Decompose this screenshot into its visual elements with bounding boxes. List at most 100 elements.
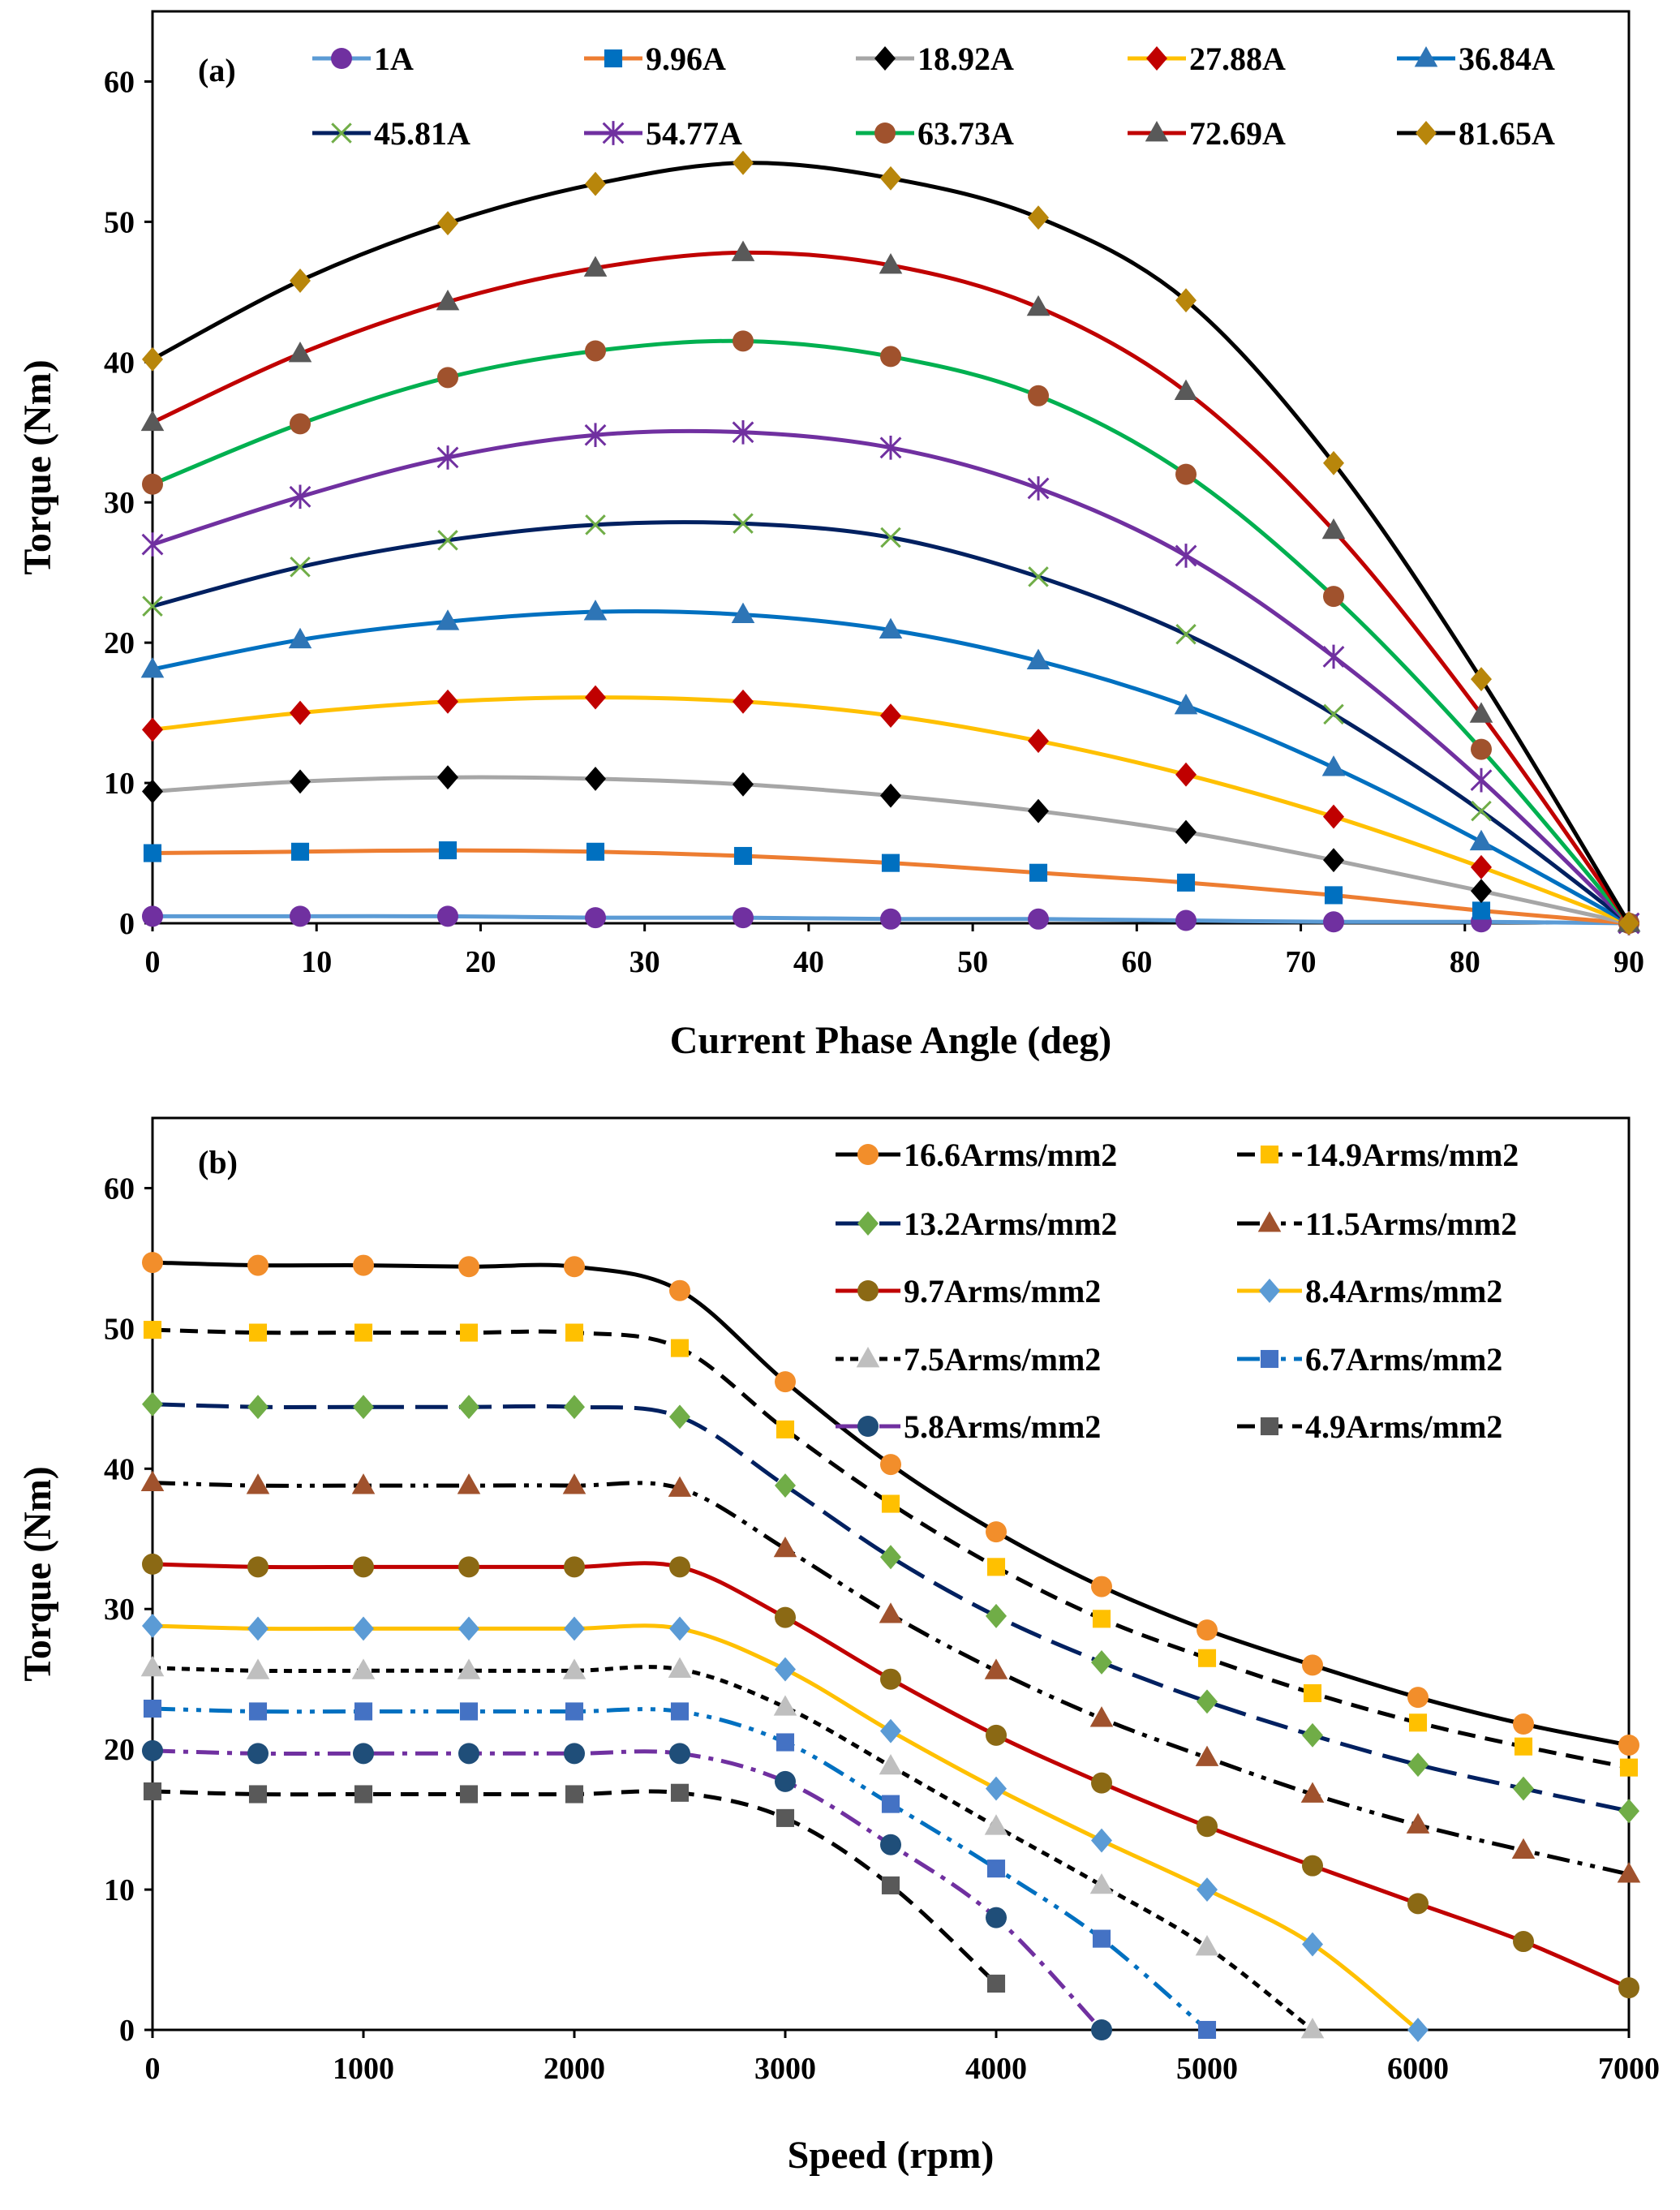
b-data-point (1513, 1776, 1534, 1801)
a-data-point (142, 779, 163, 804)
b-data-point (986, 1907, 1007, 1928)
b-data-point (458, 1556, 479, 1578)
b-y-tick-label: 30 (104, 1593, 135, 1627)
b-legend-marker (857, 1416, 879, 1437)
b-data-point (773, 1695, 797, 1716)
b-data-point (775, 1770, 796, 1792)
b-series-line (152, 1402, 1630, 1813)
b-data-point (669, 1743, 690, 1765)
a-legend-marker (604, 49, 623, 68)
b-series-line (152, 1748, 1103, 2032)
b-data-point (1513, 1713, 1534, 1735)
a-data-point (1618, 911, 1639, 935)
b-data-point (247, 1616, 269, 1641)
b-legend-label: 11.5Arms/mm2 (1305, 1206, 1517, 1242)
b-data-point (1197, 2020, 1217, 2040)
a-data-point (290, 905, 311, 927)
b-data-point (1091, 1649, 1112, 1675)
a-data-point (290, 842, 310, 861)
b-data-point (1091, 1772, 1112, 1794)
a-data-point (288, 341, 312, 363)
a-data-point (1469, 829, 1493, 851)
a-data-point (1028, 798, 1049, 823)
b-data-point (143, 1782, 162, 1801)
b-data-point (248, 1702, 268, 1721)
a-data-point (1471, 667, 1492, 692)
a-series-line (152, 428, 1631, 925)
b-series-8 (143, 1699, 1217, 2040)
b-legend-item: 4.9Arms/mm2 (1237, 1408, 1502, 1445)
a-data-point (1028, 908, 1049, 930)
a-series-group (140, 150, 1641, 935)
a-y-tick-label: 40 (104, 346, 135, 380)
b-y-axis-title: Torque (Nm) (16, 1466, 59, 1681)
b-data-point (669, 1616, 690, 1641)
b-data-point (1089, 1872, 1114, 1894)
b-series-7 (140, 1655, 1325, 2039)
b-data-point (1618, 1734, 1639, 1756)
a-x-tick-label: 50 (957, 945, 988, 979)
a-legend-label: 1A (374, 41, 414, 77)
a-y-tick-label: 0 (119, 907, 135, 941)
a-y-tick-label: 60 (104, 65, 135, 99)
b-data-point (142, 1614, 163, 1638)
b-x-tick-label: 1000 (333, 2052, 394, 2086)
b-data-point (881, 1876, 900, 1894)
a-data-point (733, 772, 754, 797)
a-y-ticks: 0 10 20 30 40 50 60 (104, 65, 153, 941)
b-legend-marker (857, 1211, 879, 1236)
b-x-tick-label: 0 (145, 2052, 161, 2086)
a-legend-item: 1A (312, 41, 414, 77)
a-data-point (585, 514, 606, 535)
b-legend-label: 9.7Arms/mm2 (904, 1273, 1101, 1309)
a-data-point (733, 513, 754, 534)
a-data-point (1175, 544, 1197, 568)
a-legend-item: 63.73A (856, 115, 1014, 152)
b-legend-item: 6.7Arms/mm2 (1237, 1341, 1502, 1378)
b-data-point (775, 1473, 796, 1498)
a-data-point (880, 703, 901, 729)
b-data-point (1407, 1893, 1429, 1915)
a-y-tick-label: 20 (104, 626, 135, 660)
a-x-tick-label: 40 (793, 945, 824, 979)
b-data-point (880, 1545, 901, 1570)
a-legend-marker (874, 46, 896, 71)
b-x-tick-label: 5000 (1176, 2052, 1238, 2086)
b-data-point (1618, 1977, 1639, 1999)
b-data-point (670, 1783, 690, 1802)
a-data-point (1175, 909, 1197, 931)
a-data-point (1323, 450, 1344, 475)
a-data-point (143, 844, 162, 862)
b-data-point (1303, 1683, 1322, 1703)
a-legend-marker (1414, 46, 1438, 67)
a-x-tick-label: 10 (301, 945, 332, 979)
b-data-point (1092, 1610, 1111, 1628)
b-data-point (248, 1785, 268, 1804)
b-y-tick-label: 60 (104, 1172, 135, 1206)
a-data-point (1175, 819, 1197, 845)
b-y-ticks: 0 10 20 30 40 50 60 (104, 1172, 153, 2048)
a-series-line (151, 161, 1631, 925)
a-data-point (288, 627, 312, 649)
b-series-line (152, 1327, 1630, 1770)
b-data-point (143, 1699, 162, 1718)
b-data-point (1408, 1713, 1428, 1732)
a-data-point (142, 905, 163, 927)
b-data-point (142, 1252, 163, 1274)
a-series-line (152, 520, 1631, 925)
a-data-point (1323, 911, 1344, 933)
a-data-point (436, 290, 460, 311)
b-data-point (354, 1323, 373, 1342)
b-series-2 (143, 1321, 1639, 1777)
a-series-2 (143, 841, 1639, 933)
b-legend-marker (856, 1347, 880, 1368)
b-y-tick-label: 0 (119, 2014, 135, 2048)
b-data-point (246, 1473, 270, 1494)
b-data-point (984, 1658, 1008, 1679)
a-data-point (879, 253, 903, 274)
a-x-tick-label: 0 (145, 945, 161, 979)
a-series-5 (140, 600, 1641, 932)
b-legend-item: 7.5Arms/mm2 (836, 1341, 1101, 1378)
b-data-point (457, 1658, 481, 1679)
a-series-7 (141, 419, 1640, 935)
